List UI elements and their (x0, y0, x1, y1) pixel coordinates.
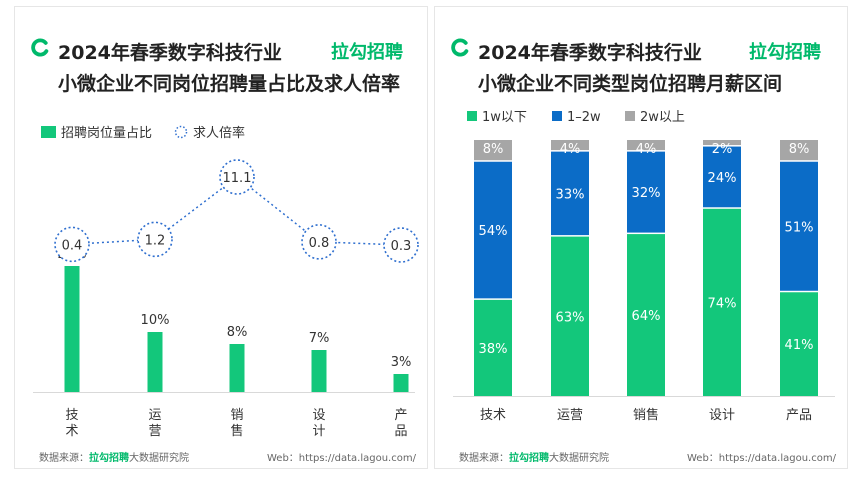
left-title-line1: 2024年春季数字科技行业 (58, 42, 282, 64)
stack-segment-产品-2 (780, 140, 818, 161)
segment-label: 63% (556, 310, 585, 325)
left-chart-panel: 2024年春季数字科技行业 拉勾招聘 小微企业不同岗位招聘量占比及求人倍率 招聘… (14, 6, 428, 469)
bar-label-share: 7% (309, 331, 330, 346)
ratio-point-设计 (301, 224, 337, 260)
segment-label: 8% (789, 142, 810, 157)
ratio-point-产品 (383, 227, 419, 263)
left-brand-label: 拉勾招聘 (331, 42, 403, 63)
legend-swatch-2 (625, 111, 635, 121)
legend-swatch-1 (552, 111, 562, 121)
ratio-label: 11.1 (223, 171, 252, 186)
stack-segment-技术-0 (474, 299, 512, 396)
right-brand-label: 拉勾招聘 (749, 42, 821, 63)
stack-segment-设计-0 (703, 208, 741, 396)
category-label: 设计 (312, 408, 325, 439)
ratio-label: 1.2 (145, 233, 166, 248)
stack-segment-运营-1 (551, 151, 589, 236)
ratio-label: 0.3 (391, 239, 412, 254)
category-label: 技术 (65, 408, 78, 439)
bar-share-设计 (311, 350, 327, 392)
legend-label-salary: 2w以上 (640, 110, 685, 125)
stack-segment-技术-2 (474, 140, 512, 161)
stack-segment-销售-0 (627, 234, 665, 396)
segment-label: 38% (479, 342, 508, 357)
legend-label-ratio: 求人倍率 (193, 125, 245, 141)
segment-label: 4% (560, 142, 581, 157)
bar-share-销售 (229, 344, 245, 392)
ratio-point-技术 (54, 226, 90, 263)
right-stacked-bar-chart: 1w以下 1–2w 2w以上 38% 54% 8% 技术 63% 33% 4% 运营 64% 32% 4%… (453, 110, 835, 423)
segment-label: 32% (632, 186, 661, 201)
stack-segment-运营-2 (551, 140, 589, 151)
bar-label-share: 8% (227, 325, 248, 340)
lagou-logo-icon (451, 38, 469, 57)
ratio-label: 0.8 (309, 236, 330, 251)
segment-label: 2% (712, 142, 733, 157)
bar-label-share: 10% (141, 313, 170, 328)
stack-segment-产品-1 (780, 161, 818, 291)
segment-label: 74% (708, 296, 737, 311)
segment-label: 64% (632, 309, 661, 324)
bar-share-产品 (393, 374, 409, 392)
legend-swatch-0 (467, 111, 477, 121)
legend-label-salary: 1w以下 (482, 110, 527, 125)
segment-label: 33% (556, 187, 585, 202)
ratio-label: 0.4 (62, 238, 83, 253)
category-label: 设计 (709, 408, 735, 423)
bar-share-运营 (147, 332, 163, 392)
category-label: 运营 (557, 408, 583, 423)
bar-label-share: 3% (391, 355, 412, 370)
category-label: 运营 (148, 408, 161, 439)
legend-label-salary: 1–2w (567, 110, 601, 125)
ratio-point-销售 (219, 159, 255, 195)
stack-segment-设计-1 (703, 146, 741, 208)
segment-label: 51% (785, 220, 814, 235)
left-footer-source: 数据来源：拉勾招聘大数据研究院 (39, 453, 189, 464)
stack-segment-销售-1 (627, 151, 665, 233)
category-label: 技术 (480, 408, 506, 423)
left-title-line2: 小微企业不同岗位招聘量占比及求人倍率 (58, 73, 401, 95)
segment-label: 4% (636, 142, 657, 157)
ratio-point-运营 (137, 221, 173, 258)
category-label: 销售 (230, 408, 243, 439)
bar-share-技术 (64, 266, 80, 392)
category-label: 产品 (394, 408, 407, 439)
stack-segment-运营-0 (551, 236, 589, 396)
right-title-line1: 2024年春季数字科技行业 (478, 42, 702, 64)
category-label: 产品 (786, 408, 812, 423)
stack-segment-设计-2 (703, 140, 741, 146)
lagou-logo-icon (31, 38, 49, 57)
stack-segment-技术-1 (474, 161, 512, 299)
left-bar-line-chart: 招聘岗位量占比求人倍率21%10%8%7%3%技术运营销售设计产品0.41.21… (33, 125, 419, 439)
right-title-line2: 小微企业不同类型岗位招聘月薪区间 (478, 73, 783, 95)
segment-label: 54% (479, 224, 508, 239)
segment-label: 8% (483, 142, 504, 157)
legend-marker-ratio (174, 125, 188, 139)
legend-swatch-share (41, 126, 56, 138)
category-label: 销售 (633, 407, 659, 423)
right-footer-web: Web：https://data.lagou.com/ (687, 453, 836, 464)
right-footer-source: 数据来源：拉勾招聘大数据研究院 (459, 453, 609, 464)
stack-segment-产品-0 (780, 292, 818, 396)
stack-segment-销售-2 (627, 140, 665, 151)
segment-label: 24% (708, 171, 737, 186)
legend-label-share: 招聘岗位量占比 (61, 126, 152, 141)
segment-label: 41% (785, 338, 814, 353)
left-footer-web: Web：https://data.lagou.com/ (267, 453, 416, 464)
right-chart-panel: 2024年春季数字科技行业 拉勾招聘 小微企业不同类型岗位招聘月薪区间 1w以下… (434, 6, 848, 469)
